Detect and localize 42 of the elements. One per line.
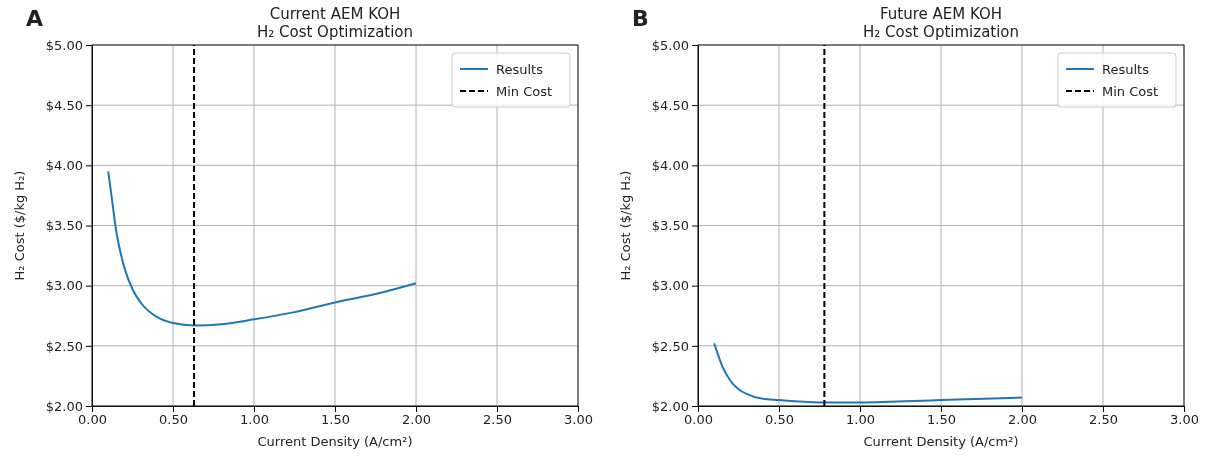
x-tick-label: 0.50: [159, 412, 188, 428]
y-tick-label: $4.50: [651, 97, 689, 113]
x-axis-title: Current Density (A/cm²): [863, 434, 1019, 449]
y-axis-title: H₂ Cost ($/kg H₂): [12, 170, 27, 281]
x-tick-label: 2.50: [1089, 412, 1118, 428]
y-tick-label: $4.00: [45, 157, 83, 173]
y-tick-label: $4.00: [651, 157, 689, 173]
x-tick-label: 3.00: [564, 412, 593, 428]
text: A: [26, 6, 44, 31]
legend-label: Results: [1102, 62, 1150, 77]
x-tick-label: 2.00: [1008, 412, 1037, 428]
ref-line-label: Min Cost: [1102, 84, 1159, 99]
x-tick-label: 2.50: [483, 412, 512, 428]
y-tick-label: $4.50: [45, 97, 83, 113]
x-tick-label: 0.00: [78, 412, 107, 428]
y-tick-label: $2.50: [45, 338, 83, 354]
ref-line-label: Min Cost: [496, 84, 553, 99]
y-axis-title: H₂ Cost ($/kg H₂): [618, 170, 633, 281]
y-tick-label: $2.00: [651, 398, 689, 414]
y-tick-label: $2.50: [651, 338, 689, 354]
y-tick-label: $5.00: [45, 37, 83, 53]
x-tick-label: 0.50: [765, 412, 794, 428]
x-tick-label: 3.00: [1170, 412, 1199, 428]
text: B: [632, 6, 649, 31]
x-tick-label: 1.50: [321, 412, 350, 428]
x-tick-label: 2.00: [402, 412, 431, 428]
y-tick-label: $3.50: [651, 218, 689, 234]
line-series: [107, 170, 417, 327]
y-tick-label: $3.50: [45, 218, 83, 234]
chart-title: Future AEM KOH H₂ Cost Optimization: [862, 5, 1020, 41]
x-axis-title: Current Density (A/cm²): [257, 434, 413, 449]
y-tick-label: $3.00: [45, 278, 83, 294]
x-tick-label: 1.00: [240, 412, 269, 428]
line-series: [713, 342, 1023, 404]
x-tick-label: 1.00: [846, 412, 875, 428]
legend-label: Results: [496, 62, 544, 77]
y-tick-label: $2.00: [45, 398, 83, 414]
x-tick-label: 1.50: [927, 412, 956, 428]
y-tick-label: $5.00: [651, 37, 689, 53]
y-tick-label: $3.00: [651, 278, 689, 294]
x-tick-label: 0.00: [684, 412, 713, 428]
chart-title: Current AEM KOH H₂ Cost Optimization: [256, 5, 414, 41]
